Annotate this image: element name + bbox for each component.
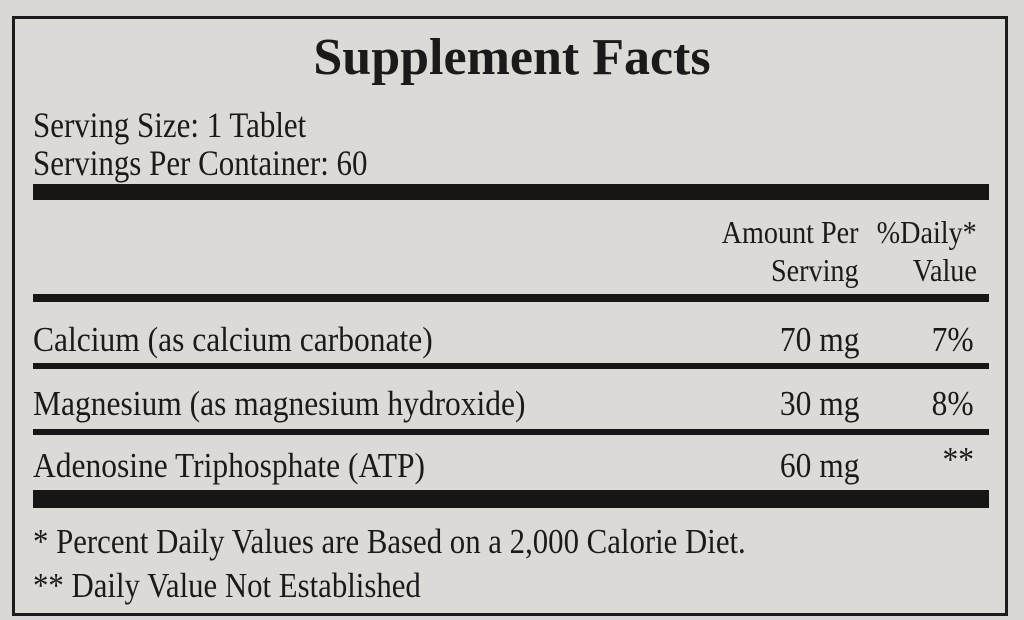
serving-size: Serving Size: 1 Tablet xyxy=(33,105,307,145)
footnote-1: * Percent Daily Values are Based on a 2,… xyxy=(33,522,746,561)
amount-header-1: Amount Per xyxy=(722,214,859,250)
nutrient-name: Calcium (as calcium carbonate) xyxy=(33,320,433,359)
nutrient-dv: ** xyxy=(942,440,975,479)
nutrient-amount: 70 mg xyxy=(779,320,859,359)
label-title: Supplement Facts xyxy=(313,29,711,86)
servings-per-container: Servings Per Container: 60 xyxy=(33,143,368,183)
dv-header-1: %Daily* xyxy=(876,214,977,250)
divider xyxy=(33,429,989,435)
amount-header-2: Serving xyxy=(771,252,859,288)
divider xyxy=(33,294,989,302)
supplement-facts-panel xyxy=(12,16,1008,616)
nutrient-amount: 60 mg xyxy=(779,446,859,485)
dv-header-2: Value xyxy=(912,252,977,288)
thick-divider xyxy=(33,490,989,508)
footnote-2: ** Daily Value Not Established xyxy=(33,566,421,605)
nutrient-dv: 8% xyxy=(932,384,974,423)
divider xyxy=(33,363,989,369)
nutrient-name: Adenosine Triphosphate (ATP) xyxy=(33,446,426,485)
nutrient-dv: 7% xyxy=(932,320,974,359)
nutrient-amount: 30 mg xyxy=(779,384,859,423)
thick-divider xyxy=(33,184,989,200)
nutrient-name: Magnesium (as magnesium hydroxide) xyxy=(33,384,526,423)
